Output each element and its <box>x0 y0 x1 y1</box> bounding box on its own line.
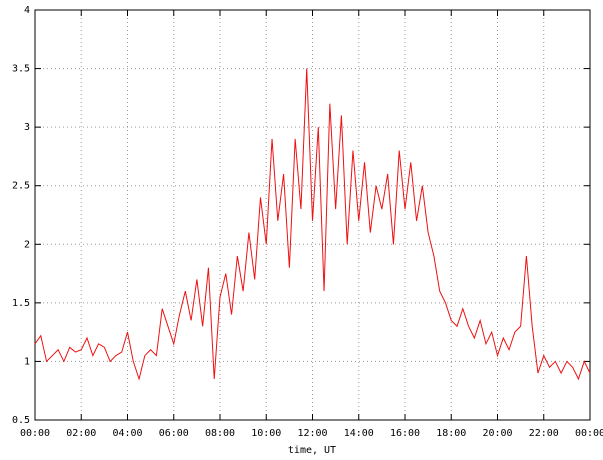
y-tick-label: 1 <box>24 356 30 367</box>
x-tick-label: 00:00 <box>575 428 603 439</box>
x-tick-label: 12:00 <box>297 428 327 439</box>
y-tick-label: 4 <box>24 5 30 16</box>
x-tick-label: 04:00 <box>112 428 142 439</box>
x-tick-label: 00:00 <box>20 428 50 439</box>
x-tick-label: 06:00 <box>159 428 189 439</box>
y-tick-label: 2.5 <box>12 181 30 192</box>
y-tick-label: 3.5 <box>12 64 30 75</box>
x-tick-label: 08:00 <box>205 428 235 439</box>
x-tick-label: 02:00 <box>66 428 96 439</box>
y-tick-label: 0.5 <box>12 415 30 426</box>
y-tick-label: 1.5 <box>12 298 30 309</box>
x-tick-label: 22:00 <box>529 428 559 439</box>
plot-border <box>34 9 591 421</box>
y-tick-label: 3 <box>24 122 30 133</box>
x-tick-label: 16:00 <box>390 428 420 439</box>
x-tick-label: 10:00 <box>251 428 281 439</box>
x-tick-label: 18:00 <box>436 428 466 439</box>
x-tick-label: 14:00 <box>344 428 374 439</box>
x-tick-label: 20:00 <box>482 428 512 439</box>
data-line <box>34 68 591 381</box>
y-tick-label: 2 <box>24 239 30 250</box>
x-axis-label: time, UT <box>288 445 336 456</box>
